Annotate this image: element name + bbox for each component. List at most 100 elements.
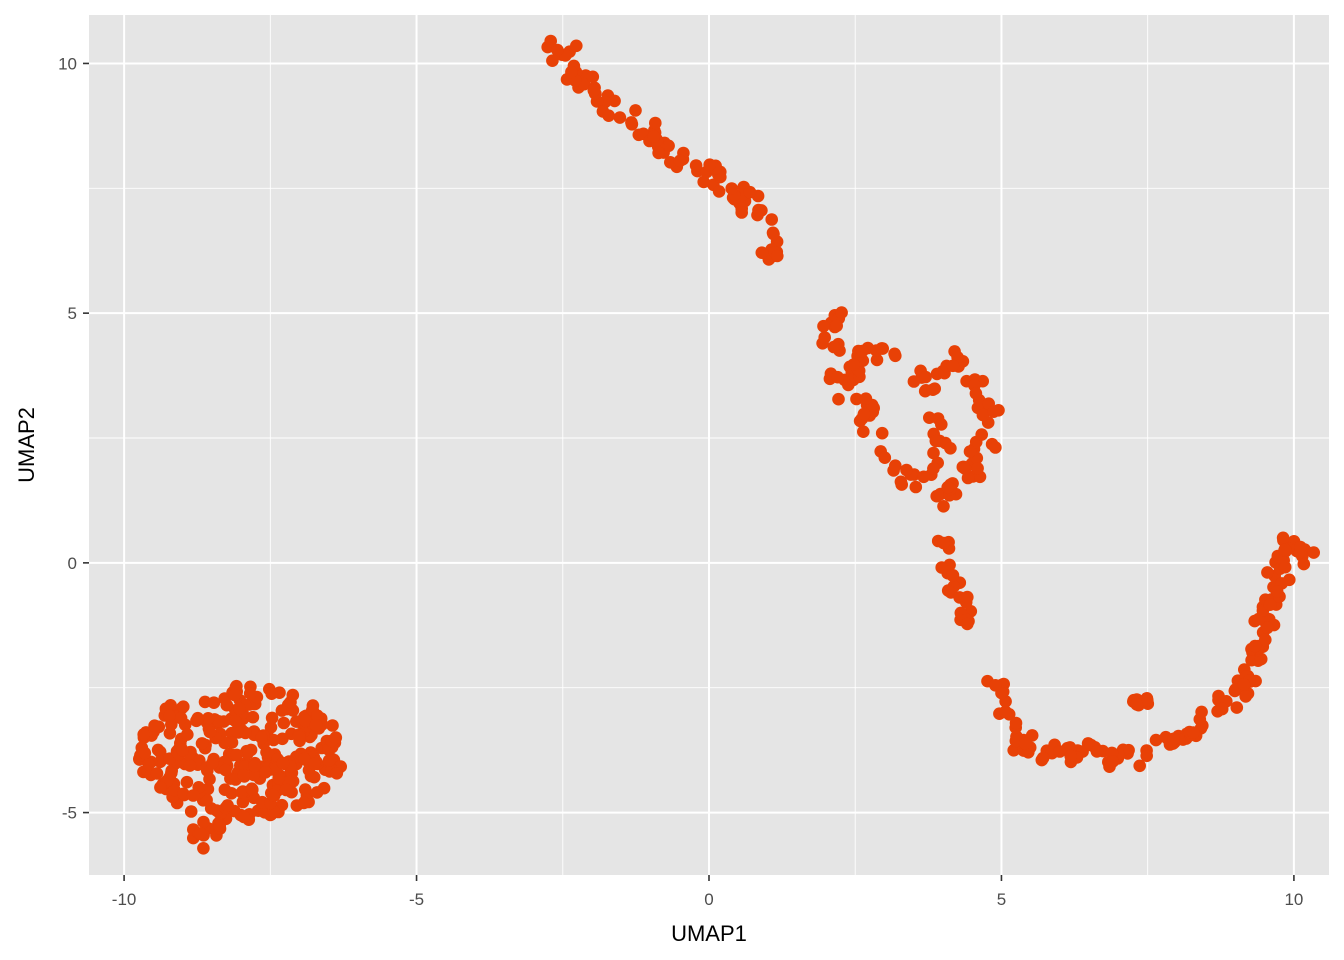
data-point — [137, 728, 150, 741]
data-point — [937, 500, 950, 513]
data-point — [999, 705, 1012, 718]
data-point — [197, 842, 210, 855]
data-point — [311, 709, 324, 722]
data-point — [662, 139, 675, 153]
data-point — [889, 459, 902, 473]
data-point — [907, 375, 921, 388]
data-point — [308, 757, 321, 771]
data-point — [919, 370, 932, 384]
data-point — [150, 767, 164, 780]
data-point — [264, 721, 278, 734]
data-point — [587, 84, 601, 97]
data-point — [712, 185, 726, 198]
data-point — [923, 411, 936, 425]
data-point — [870, 353, 884, 367]
data-point — [177, 787, 190, 801]
data-point — [1009, 716, 1023, 730]
data-point — [689, 159, 703, 172]
data-point — [969, 387, 983, 400]
data-point — [743, 185, 757, 199]
data-point — [602, 109, 615, 122]
data-point — [194, 827, 207, 840]
data-point — [229, 714, 242, 728]
y-tick-label: -5 — [62, 804, 77, 823]
data-point — [551, 43, 564, 57]
data-point — [1259, 633, 1272, 647]
data-point — [987, 405, 1000, 419]
data-point — [957, 460, 970, 474]
points-layer — [133, 34, 1320, 855]
data-point — [197, 815, 210, 829]
data-point — [267, 733, 280, 747]
data-point — [544, 34, 557, 48]
data-point — [1018, 737, 1032, 750]
data-point — [818, 331, 831, 344]
data-point — [735, 206, 748, 219]
data-point — [290, 715, 303, 728]
data-point — [857, 425, 870, 439]
y-tick-label: 5 — [68, 304, 77, 323]
data-point — [652, 146, 665, 160]
data-point — [857, 407, 871, 421]
y-axis: -5 0 5 10 — [58, 54, 89, 823]
data-point — [266, 788, 280, 802]
data-point — [927, 462, 940, 475]
y-tick-label: 0 — [68, 554, 77, 573]
data-point — [1294, 540, 1307, 554]
data-point — [246, 783, 259, 796]
data-point — [1237, 678, 1251, 691]
data-point — [1187, 726, 1200, 739]
data-point — [1245, 653, 1258, 667]
data-point — [233, 702, 246, 715]
data-point — [831, 370, 844, 384]
data-point — [830, 319, 843, 333]
data-point — [1167, 732, 1180, 746]
data-point — [817, 319, 830, 333]
data-point — [1261, 621, 1274, 635]
data-point — [847, 358, 860, 371]
data-point — [142, 758, 156, 771]
data-point — [299, 783, 312, 796]
data-point — [207, 696, 221, 709]
data-point — [927, 446, 940, 460]
data-point — [241, 746, 254, 760]
data-point — [1230, 701, 1244, 714]
data-point — [201, 712, 215, 725]
data-point — [1195, 705, 1208, 719]
data-point — [1036, 751, 1050, 765]
data-point — [329, 731, 343, 744]
data-point — [664, 156, 677, 169]
data-point — [275, 704, 289, 717]
data-point — [989, 441, 1002, 454]
data-point — [183, 759, 197, 772]
data-point — [752, 203, 765, 217]
data-point — [219, 763, 232, 777]
data-point — [165, 766, 178, 780]
data-point — [976, 408, 990, 422]
data-point — [765, 213, 778, 226]
x-tick-label: 0 — [704, 890, 713, 909]
data-point — [1278, 543, 1292, 556]
data-point — [230, 724, 244, 738]
data-point — [309, 718, 323, 732]
data-point — [180, 775, 194, 789]
data-point — [875, 426, 889, 440]
data-point — [649, 116, 662, 130]
data-point — [293, 730, 306, 744]
data-point — [330, 767, 344, 780]
x-tick-label: -5 — [409, 890, 424, 909]
data-point — [298, 752, 311, 766]
x-tick-label: -10 — [112, 890, 137, 909]
data-point — [755, 246, 769, 259]
data-point — [929, 434, 943, 448]
data-point — [889, 349, 902, 363]
x-tick-label: 5 — [997, 890, 1006, 909]
data-point — [310, 786, 324, 799]
data-point — [1106, 755, 1119, 768]
data-point — [1090, 745, 1104, 758]
grid-layer — [89, 15, 1329, 875]
data-point — [900, 463, 913, 477]
data-point — [1239, 690, 1252, 703]
